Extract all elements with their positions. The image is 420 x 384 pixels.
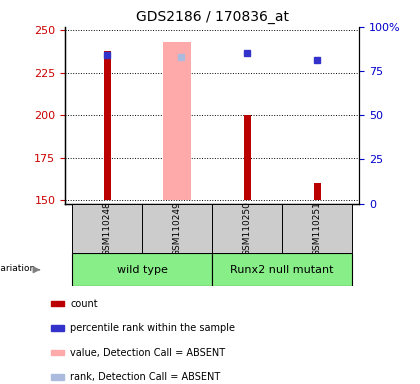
Bar xyxy=(282,204,352,253)
Bar xyxy=(51,301,64,306)
Text: GSM110250: GSM110250 xyxy=(243,201,252,256)
Bar xyxy=(142,204,212,253)
Bar xyxy=(212,253,352,286)
Text: rank, Detection Call = ABSENT: rank, Detection Call = ABSENT xyxy=(70,372,220,382)
Text: GSM110249: GSM110249 xyxy=(173,201,181,256)
Bar xyxy=(51,350,64,355)
Bar xyxy=(51,374,64,380)
Bar xyxy=(314,183,320,200)
Text: count: count xyxy=(70,299,98,309)
Bar xyxy=(244,115,251,200)
Text: wild type: wild type xyxy=(117,265,168,275)
Text: percentile rank within the sample: percentile rank within the sample xyxy=(70,323,235,333)
Text: value, Detection Call = ABSENT: value, Detection Call = ABSENT xyxy=(70,348,225,358)
Bar xyxy=(72,204,142,253)
Text: genotype/variation: genotype/variation xyxy=(0,264,36,273)
Bar xyxy=(72,253,212,286)
Title: GDS2186 / 170836_at: GDS2186 / 170836_at xyxy=(136,10,289,25)
Bar xyxy=(212,204,282,253)
Bar xyxy=(104,51,110,200)
Text: Runx2 null mutant: Runx2 null mutant xyxy=(230,265,334,275)
Bar xyxy=(163,42,191,200)
Text: GSM110248: GSM110248 xyxy=(102,201,112,256)
Bar xyxy=(51,326,64,331)
Text: GSM110251: GSM110251 xyxy=(312,201,322,256)
